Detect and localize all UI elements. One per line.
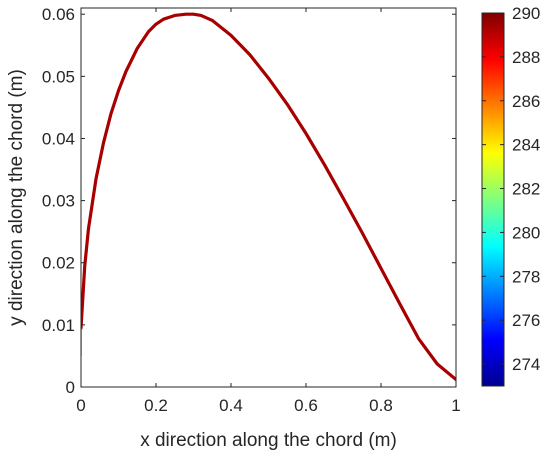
- colorbar-ticks: 274 276 278 280 282 284 286 288 290: [482, 4, 540, 374]
- colorbar-tick-label: 274: [512, 355, 540, 374]
- series-line-0: [81, 12, 456, 382]
- x-tick-label: 1: [451, 396, 460, 415]
- y-tick-label: 0: [66, 378, 75, 397]
- y-axis: 0 0.01 0.02 0.03 0.04 0.05 0.06: [42, 5, 456, 397]
- y-tick-label: 0.03: [42, 192, 75, 211]
- colorbar-tick-label: 290: [512, 4, 540, 23]
- y-tick-label: 0.04: [42, 129, 75, 148]
- x-tick-label: 0: [76, 396, 85, 415]
- y-tick-label: 0.01: [42, 316, 75, 335]
- x-axis-label: x direction along the chord (m): [140, 430, 397, 451]
- series-layer: [81, 12, 456, 382]
- colorbar: 274 276 278 280 282 284 286 288 290: [481, 4, 540, 387]
- y-axis-label: y direction along the chord (m): [6, 69, 27, 326]
- x-axis: 0 0.2 0.4 0.6 0.8 1: [76, 8, 461, 415]
- colorbar-tick-label: 288: [512, 48, 540, 67]
- colorbar-tick-label: 278: [512, 267, 540, 286]
- colorbar-frame: [481, 12, 505, 387]
- x-tick-label: 0.2: [144, 396, 168, 415]
- plot-area: [81, 8, 456, 387]
- colorbar-tick-label: 284: [512, 136, 540, 155]
- colorbar-tick-label: 282: [512, 180, 540, 199]
- y-tick-label: 0.02: [42, 254, 75, 273]
- colorbar-tick-label: 276: [512, 311, 540, 330]
- x-tick-label: 0.8: [369, 396, 393, 415]
- colorbar-tick-label: 286: [512, 92, 540, 111]
- x-tick-label: 0.6: [294, 396, 318, 415]
- colorbar-tick-label: 280: [512, 223, 540, 242]
- x-tick-label: 0.4: [219, 396, 243, 415]
- plot-frame: [80, 7, 457, 388]
- colorbar-gradient: [482, 13, 504, 386]
- y-tick-label: 0.05: [42, 67, 75, 86]
- y-tick-label: 0.06: [42, 5, 75, 24]
